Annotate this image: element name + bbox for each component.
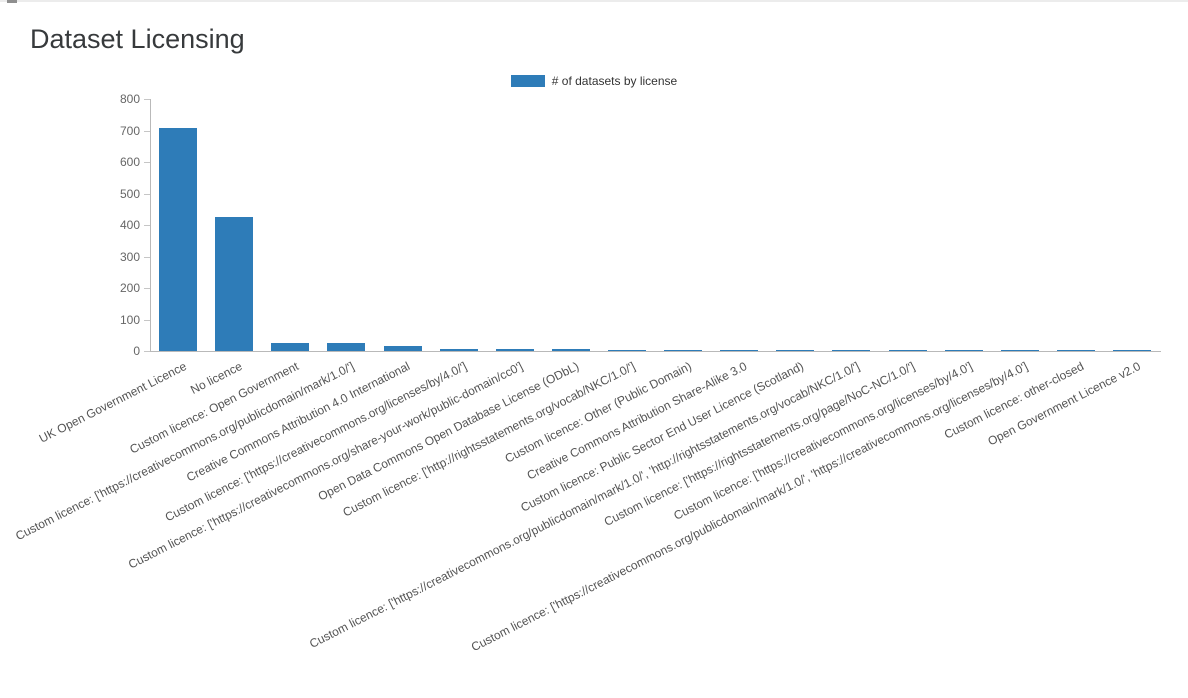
y-tick-mark: [144, 131, 150, 132]
bar[interactable]: [776, 350, 814, 351]
bar[interactable]: [215, 217, 253, 351]
bar[interactable]: [720, 350, 758, 351]
page-title: Dataset Licensing: [30, 24, 245, 54]
y-tick-label: 0: [133, 344, 140, 358]
y-tick-label: 500: [119, 187, 140, 201]
bar[interactable]: [271, 343, 309, 351]
y-tick-mark: [144, 225, 150, 226]
x-axis-line: [150, 351, 1161, 352]
bar[interactable]: [496, 349, 534, 351]
y-axis-line: [150, 99, 151, 352]
y-tick-mark: [144, 257, 150, 258]
y-tick-label: 600: [119, 155, 140, 169]
bar[interactable]: [552, 349, 590, 351]
y-tick-label: 200: [119, 281, 140, 295]
legend-color-swatch: [510, 75, 545, 87]
y-tick-mark: [144, 288, 150, 289]
y-tick-label: 400: [119, 218, 140, 232]
bar[interactable]: [440, 349, 478, 351]
chart-legend: # of datasets by license: [0, 74, 1188, 88]
y-tick-mark: [144, 162, 150, 163]
top-border-segment: [7, 0, 17, 3]
y-tick-label: 300: [119, 250, 140, 264]
y-tick-mark: [144, 320, 150, 321]
y-tick-label: 100: [119, 313, 140, 327]
bar[interactable]: [832, 350, 870, 351]
y-tick-mark: [144, 99, 150, 100]
y-tick-label: 700: [119, 124, 140, 138]
top-border: [0, 0, 1188, 2]
y-tick-mark: [144, 351, 150, 352]
legend-label: # of datasets by license: [551, 74, 678, 88]
y-tick-mark: [144, 194, 150, 195]
bar[interactable]: [664, 350, 702, 351]
bar[interactable]: [1001, 350, 1039, 351]
bar[interactable]: [1113, 350, 1151, 351]
bar[interactable]: [608, 350, 646, 351]
bar[interactable]: [384, 346, 422, 351]
bar[interactable]: [327, 343, 365, 351]
bar[interactable]: [945, 350, 983, 351]
x-tick-label: Custom licence: ['https://creativecommon…: [126, 359, 526, 572]
bar[interactable]: [1057, 350, 1095, 351]
bar[interactable]: [889, 350, 927, 351]
bar[interactable]: [159, 128, 197, 351]
y-tick-label: 800: [119, 92, 140, 106]
